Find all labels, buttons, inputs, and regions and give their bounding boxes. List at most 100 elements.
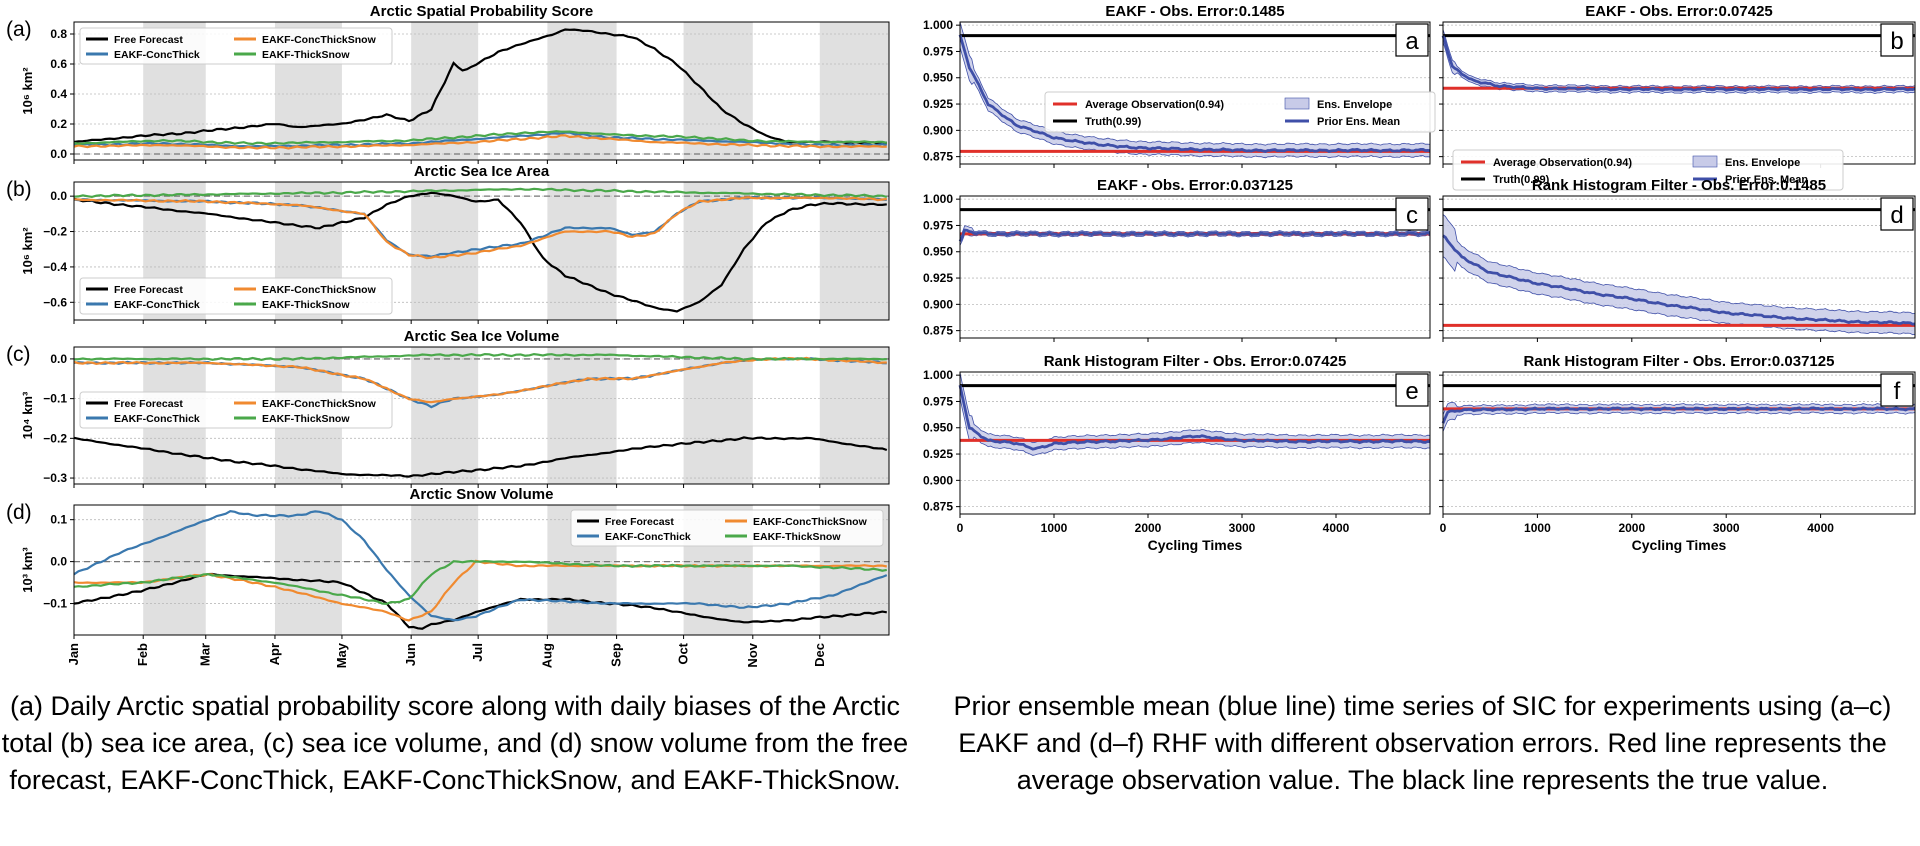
series-line <box>73 436 888 478</box>
y-tick-label: 1.000 <box>923 192 953 206</box>
panel-letter-box <box>1395 23 1429 57</box>
panel-letter-box <box>1880 23 1914 57</box>
legend-label: Prior Ens. Mean <box>1317 116 1400 128</box>
x-tick-label: 3000 <box>1713 521 1740 535</box>
x-tick-label: 0 <box>1440 521 1447 535</box>
panel-d-group: 0.1 0.0 −0.1 Arctic Snow Volume (d) 10³ km³ Fr… <box>6 486 890 668</box>
legend-label: Free Forecast <box>605 516 674 528</box>
x-axis-label: Cycling Times <box>1632 537 1727 553</box>
legend-label: EAKF-ConcThick <box>605 531 691 543</box>
ensemble-mean-line <box>958 34 1431 153</box>
panel-title: EAKF - Obs. Error:0.037125 <box>1097 177 1293 194</box>
y-tick-label: −0.6 <box>43 295 67 309</box>
x-tick-label: Apr <box>267 643 282 665</box>
y-tick-label: 0.950 <box>923 71 953 85</box>
legend-box <box>79 27 393 65</box>
ensemble-mean-line <box>1441 35 1916 92</box>
series-line <box>73 28 888 145</box>
y-tick-label: 0.950 <box>923 245 953 259</box>
legend-box <box>1452 149 1844 191</box>
plot-frame <box>73 181 890 321</box>
y-tick-label: 0.900 <box>923 123 953 137</box>
x-tick-label: Oct <box>676 642 691 664</box>
legend-label: Truth(0.99) <box>1493 174 1550 186</box>
panel-b-group: 0.0 −0.2 −0.4 −0.6 Arctic Sea Ice Area (b) 10⁶… <box>6 163 890 324</box>
ensemble-mean-line <box>958 384 1431 451</box>
x-tick-label: Nov <box>745 642 760 667</box>
legend-label: Truth(0.99) <box>1085 116 1142 128</box>
legend-label: Average Observation(0.94) <box>1493 157 1632 169</box>
y-axis-label: 10³ km³ <box>20 547 35 593</box>
series-line <box>73 187 888 199</box>
legend-box <box>570 509 884 547</box>
panel-f-group: Rank Histogram Filter - Obs. Error:0.037… <box>1439 353 1916 553</box>
y-tick-label: 0.8 <box>50 27 67 41</box>
y-tick-label: 0.925 <box>923 271 953 285</box>
y-tick-label: 0.925 <box>923 97 953 111</box>
x-tick-label: Feb <box>135 643 150 666</box>
ensemble-mean-line <box>958 228 1431 242</box>
series-line <box>73 510 888 622</box>
panel-letter: e <box>1405 378 1418 405</box>
series-line <box>73 134 887 150</box>
month-shade <box>547 347 617 484</box>
ensemble-envelope <box>959 21 1431 159</box>
y-tick-label: 0.875 <box>923 150 953 164</box>
y-tick-label: 0.975 <box>923 218 953 232</box>
panel-title: Arctic Spatial Probability Score <box>370 3 593 20</box>
x-tick-label: 0 <box>957 521 964 535</box>
panel-letter-box <box>1395 373 1429 407</box>
legend-swatch <box>1692 155 1718 168</box>
panel-title: Rank Histogram Filter - Obs. Error:0.148… <box>1532 177 1826 194</box>
x-tick-label: Sep <box>609 643 624 667</box>
y-tick-label: 0.1 <box>50 513 67 527</box>
y-tick-label: 1.000 <box>923 368 953 382</box>
panel-letter: c <box>1406 202 1418 229</box>
panel-letter: b <box>1890 28 1903 55</box>
panel-b-group: EAKF - Obs. Error:0.07425 b Average Observ… <box>1439 3 1916 191</box>
plot-frame <box>1442 371 1916 515</box>
plot-frame <box>959 195 1431 339</box>
y-tick-label: −0.3 <box>43 471 67 485</box>
panel-letter: (a) <box>6 18 32 41</box>
panel-a-group: 0.0 0.2 0.4 0.6 0.8 Arctic Spatial Probabilit… <box>6 3 890 164</box>
x-tick-label: 3000 <box>1229 521 1256 535</box>
x-tick-label: Jan <box>66 643 81 665</box>
y-tick-label: 0.4 <box>50 87 67 101</box>
x-tick-label: May <box>334 642 349 668</box>
y-tick-label: 0.925 <box>923 447 953 461</box>
panel-letter: f <box>1894 378 1901 405</box>
x-tick-label: 1000 <box>1524 521 1551 535</box>
series-line <box>73 191 887 313</box>
y-axis-label: 10⁴ km³ <box>20 391 35 439</box>
y-tick-label: −0.2 <box>43 225 67 239</box>
series-line <box>73 356 887 404</box>
y-tick-label: 0.950 <box>923 421 953 435</box>
ensemble-envelope <box>1442 213 1916 336</box>
legend-label: Prior Ens. Mean <box>1725 174 1808 186</box>
y-tick-label: 0.0 <box>50 352 67 366</box>
month-shade <box>819 347 889 484</box>
legend-label: EAKF-ConcThickSnow <box>262 34 377 46</box>
ensemble-envelope <box>1442 401 1916 432</box>
panel-letter-box <box>1395 197 1429 231</box>
panel-letter: (c) <box>6 343 31 366</box>
y-tick-label: 0.900 <box>923 297 953 311</box>
panel-letter-box <box>1880 373 1914 407</box>
series-line <box>73 352 887 362</box>
ensemble-mean-line <box>1442 234 1916 326</box>
panel-letter: (b) <box>6 178 32 201</box>
month-shade <box>683 347 753 484</box>
ensemble-envelope <box>959 225 1431 246</box>
legend-label: EAKF-ConcThick <box>114 413 200 425</box>
y-tick-label: 0.875 <box>923 500 953 514</box>
y-tick-label: −0.4 <box>43 260 67 274</box>
panel-c-group: 1.000 0.975 0.950 0.925 0.900 0.875 EAKF - Obs… <box>923 177 1431 342</box>
panel-letter: a <box>1405 28 1419 55</box>
y-tick-label: 0.900 <box>923 473 953 487</box>
y-tick-label: 0.975 <box>923 44 953 58</box>
x-tick-label: 4000 <box>1807 521 1834 535</box>
legend-swatch <box>1284 97 1310 110</box>
panel-title: Arctic Snow Volume <box>410 486 554 503</box>
x-tick-label: Jun <box>403 643 418 666</box>
